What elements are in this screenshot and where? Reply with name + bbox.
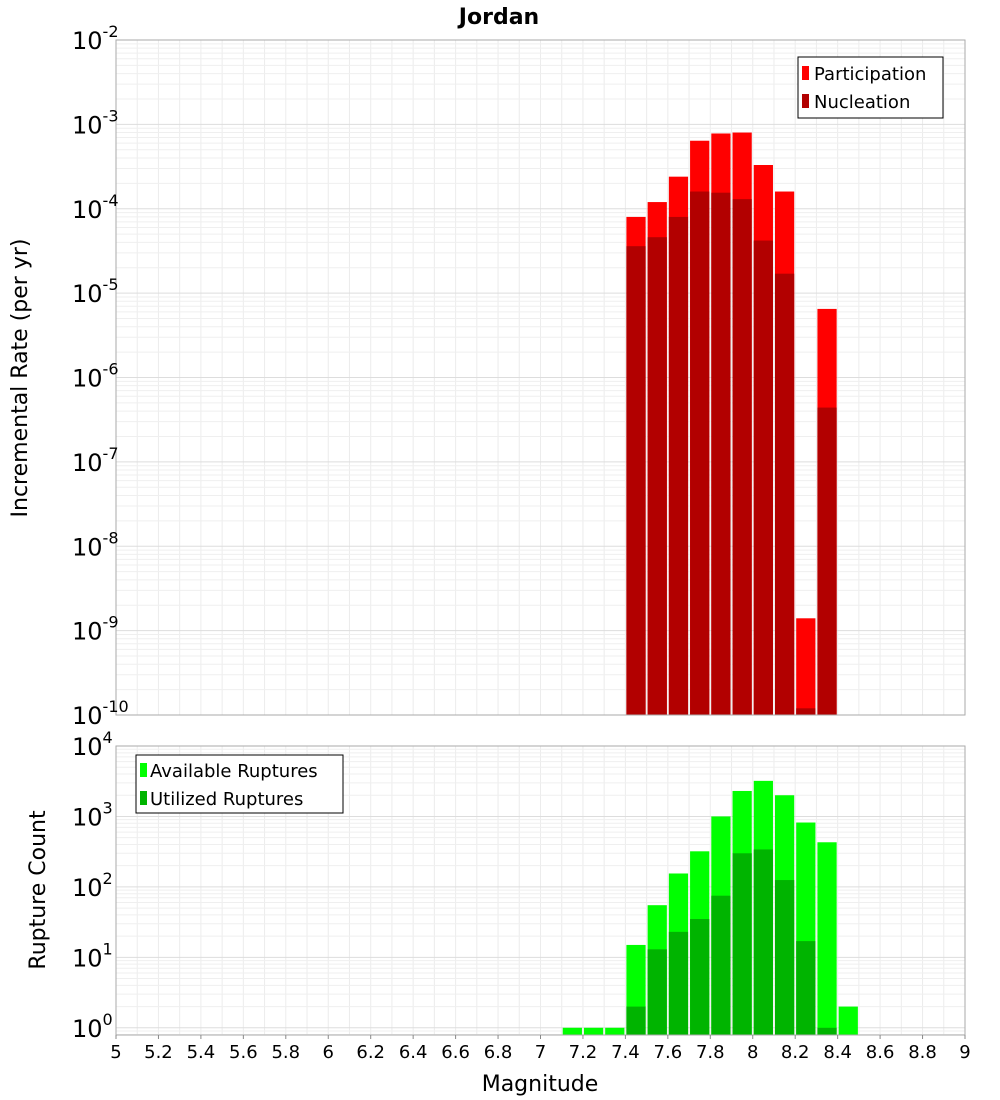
- bottom-y-tick-label: 100: [72, 1010, 113, 1043]
- bottom-bar-available-ruptures: [838, 1006, 858, 1035]
- x-tick-label: 6.4: [399, 1042, 428, 1063]
- top-bar-nucleation: [690, 191, 710, 716]
- top-y-tick-label: 10-5: [72, 275, 119, 308]
- bottom-bar-utilized-ruptures: [732, 853, 752, 1035]
- x-tick-label: 5.2: [144, 1042, 173, 1063]
- x-tick-label: 7.8: [696, 1042, 725, 1063]
- legend-utilized-label: Utilized Ruptures: [150, 789, 303, 810]
- bottom-bar-utilized-ruptures: [711, 895, 731, 1035]
- x-tick-label: 5: [110, 1042, 121, 1063]
- bottom-legend-box: [135, 754, 344, 814]
- x-tick-label: 8: [747, 1042, 758, 1063]
- top-bar-nucleation: [626, 246, 646, 715]
- bottom-y-tick-label: 103: [72, 798, 113, 831]
- legend-available-label: Available Ruptures: [150, 761, 318, 782]
- legend-participation-label: Participation: [814, 64, 926, 85]
- bottom-bar-utilized-ruptures: [626, 1006, 646, 1035]
- bottom-bar-available-ruptures: [605, 1027, 625, 1035]
- top-bar-nucleation: [796, 708, 816, 715]
- bottom-bar-utilized-ruptures: [690, 919, 710, 1035]
- top-bars: [626, 132, 837, 716]
- legend-nucleation-swatch: [802, 94, 809, 108]
- bottom-bar-utilized-ruptures: [753, 849, 773, 1035]
- bottom-bar-available-ruptures: [583, 1027, 604, 1035]
- top-bar-nucleation: [753, 240, 773, 716]
- bottom-y-ticks: 100 101 102 103 104: [72, 728, 113, 1043]
- bottom-bar-utilized-ruptures: [668, 931, 689, 1035]
- x-tick-label: 8.2: [781, 1042, 810, 1063]
- top-bar-nucleation: [774, 273, 795, 715]
- bottom-bar-utilized-ruptures: [774, 880, 795, 1035]
- x-tick-label: 6.6: [441, 1042, 470, 1063]
- bottom-y-tick-label: 104: [72, 728, 113, 761]
- top-y-tick-label: 10-6: [72, 360, 119, 393]
- bottom-y-tick-label: 101: [72, 939, 113, 972]
- bottom-bar-utilized-ruptures: [817, 1027, 837, 1035]
- x-tick-label: 8.6: [866, 1042, 895, 1063]
- x-tick-label: 5.6: [229, 1042, 258, 1063]
- x-ticks: 5 5.2 5.4 5.6 5.8 6 6.2 6.4 6.6 6.8 7 7.2 7.4 7.6 7.8 8…: [110, 1035, 971, 1063]
- top-y-axis-label: Incremental Rate (per yr): [8, 239, 33, 518]
- chart-title: Jordan: [457, 5, 539, 30]
- bottom-y-axis-label: Rupture Count: [26, 810, 51, 970]
- x-tick-label: 6.2: [356, 1042, 385, 1063]
- top-bar-nucleation: [647, 237, 667, 715]
- top-y-tick-label: 10-4: [72, 191, 119, 224]
- x-tick-label: 7.4: [611, 1042, 640, 1063]
- legend-utilized-swatch: [140, 791, 147, 805]
- legend-nucleation-label: Nucleation: [814, 92, 910, 113]
- top-y-tick-label: 10-8: [72, 528, 119, 561]
- top-y-tick-label: 10-2: [72, 22, 119, 55]
- x-tick-label: 7: [535, 1042, 546, 1063]
- bottom-bar-utilized-ruptures: [647, 949, 667, 1035]
- bottom-legend: Available Ruptures Utilized Ruptures: [135, 754, 344, 814]
- x-tick-label: 9: [959, 1042, 970, 1063]
- x-tick-label: 5.4: [187, 1042, 216, 1063]
- top-legend-box: [797, 56, 944, 119]
- top-y-tick-label: 10-3: [72, 106, 119, 139]
- legend-participation-swatch: [802, 66, 809, 80]
- top-bar-nucleation: [711, 192, 731, 715]
- top-y-tick-label: 10-9: [72, 613, 119, 646]
- top-bar-nucleation: [817, 407, 837, 715]
- x-tick-label: 8.4: [823, 1042, 852, 1063]
- top-bar-participation: [796, 618, 816, 715]
- x-tick-label: 5.8: [271, 1042, 300, 1063]
- x-tick-label: 7.2: [569, 1042, 598, 1063]
- x-tick-label: 7.6: [654, 1042, 683, 1063]
- bottom-bar-available-ruptures: [817, 842, 837, 1035]
- top-plot-border: [115, 39, 966, 716]
- top-y-tick-label: 10-7: [72, 444, 119, 477]
- bottom-y-tick-label: 102: [72, 869, 113, 902]
- x-tick-label: 8.8: [908, 1042, 937, 1063]
- x-axis-label: Magnitude: [482, 1072, 599, 1097]
- top-y-tick-label: 10-10: [72, 697, 129, 730]
- top-gridlines: [115, 40, 966, 716]
- top-y-ticks: 10-10 10-9 10-8 10-7 10-6 10-5 10-4 10-3 10-2: [72, 22, 129, 730]
- bottom-bars: [562, 780, 858, 1035]
- x-tick-label: 6.8: [484, 1042, 513, 1063]
- top-bar-nucleation: [732, 199, 752, 715]
- top-legend: Participation Nucleation: [797, 56, 944, 119]
- top-bar-nucleation: [668, 216, 689, 715]
- x-tick-label: 6: [323, 1042, 334, 1063]
- bottom-bar-available-ruptures: [562, 1027, 582, 1035]
- legend-available-swatch: [140, 763, 147, 777]
- bottom-bar-utilized-ruptures: [796, 941, 816, 1035]
